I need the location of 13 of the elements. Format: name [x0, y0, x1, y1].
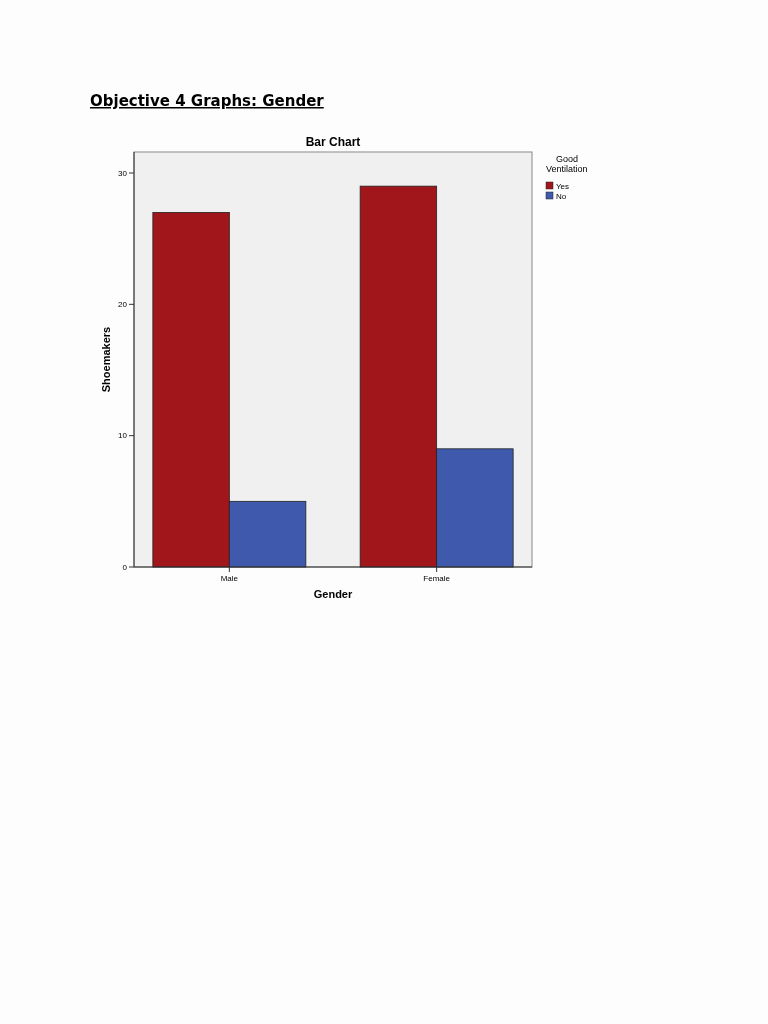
y-tick-label: 20: [118, 300, 128, 310]
x-tick-label: Male: [220, 574, 239, 583]
chart-subtitle: Bar Chart: [305, 135, 361, 149]
x-tick-label: Female: [423, 574, 451, 583]
y-tick-label: 30: [118, 168, 128, 178]
y-tick-label: 10: [118, 431, 128, 441]
chart-title: Objective 4 Graphs: Gender: [90, 92, 325, 110]
legend-title: Good Ventilation: [546, 154, 588, 174]
y-tick-label: 0: [122, 562, 128, 572]
y-axis-title: Shoemakers: [100, 326, 112, 393]
legend-label: Yes: [556, 182, 570, 191]
x-axis-title: Gender: [313, 588, 353, 600]
legend-label: No: [556, 192, 567, 201]
